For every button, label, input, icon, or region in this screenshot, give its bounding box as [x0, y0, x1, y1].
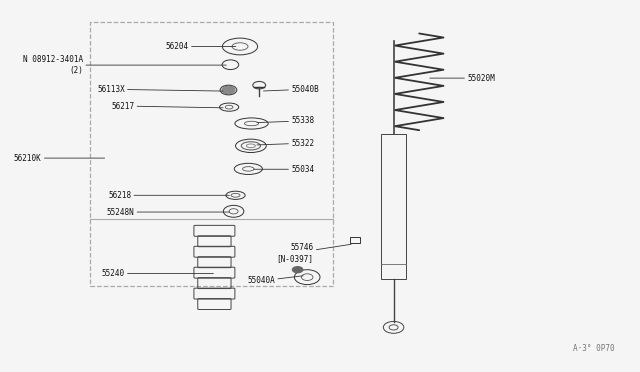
Text: N 08912-3401A
(2): N 08912-3401A (2) [23, 55, 226, 75]
Text: 55040A: 55040A [248, 276, 303, 285]
Circle shape [292, 267, 303, 273]
Text: 56218: 56218 [108, 191, 229, 200]
Text: A·3° 0P70: A·3° 0P70 [573, 344, 614, 353]
Text: 56113X: 56113X [97, 85, 223, 94]
Bar [350, 237, 360, 243]
Text: 55240: 55240 [102, 269, 213, 278]
Text: 55322: 55322 [257, 139, 314, 148]
Text: 55040B: 55040B [264, 85, 319, 94]
Text: 55338: 55338 [257, 116, 314, 125]
Text: 56204: 56204 [166, 42, 236, 51]
Text: 55020M: 55020M [430, 74, 495, 83]
Text: 55746
[N-0397]: 55746 [N-0397] [276, 243, 351, 263]
Text: 56217: 56217 [111, 102, 223, 110]
Text: 55248N: 55248N [107, 208, 229, 217]
Text: 55034: 55034 [254, 165, 314, 174]
Bar [381, 134, 406, 279]
Text: 56210K: 56210K [14, 154, 104, 163]
Circle shape [222, 86, 235, 94]
